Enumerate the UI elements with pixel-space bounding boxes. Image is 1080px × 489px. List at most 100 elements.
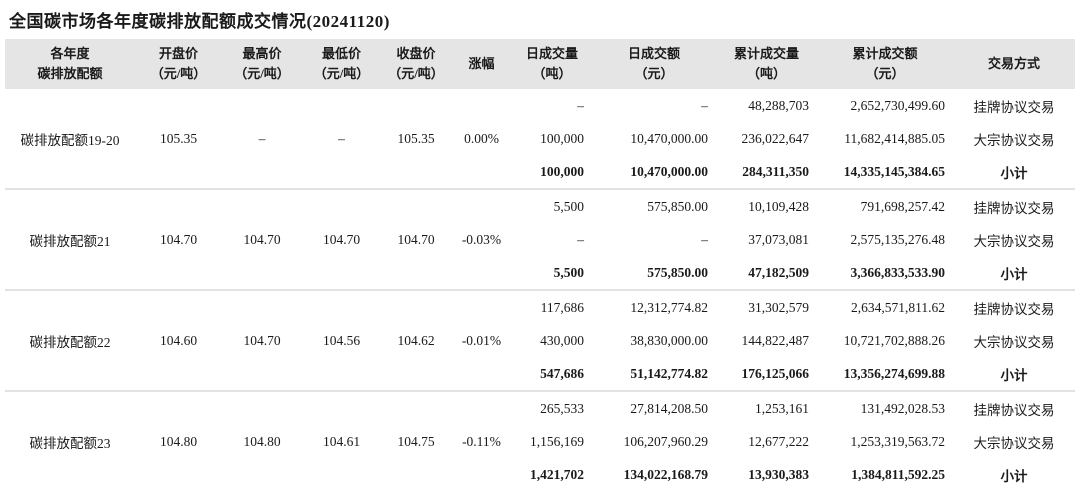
table-row: 碳排放配额23 104.80 104.80 104.61 104.75 -0.11% 265… bbox=[5, 391, 1075, 489]
open-price: 104.80 bbox=[135, 391, 222, 489]
daily-amount-cell: 27,814,208.50 bbox=[630, 400, 708, 416]
daily-volume-cell: 265,533 bbox=[540, 400, 584, 416]
daily-volume-cell: 5,500 bbox=[512, 256, 592, 291]
daily-amount-cell: 51,142,774.82 bbox=[592, 357, 716, 392]
cumulative-amount-cell: 10,721,702,888.26 bbox=[843, 332, 945, 348]
cumulative-amount-cell: 11,682,414,885.05 bbox=[844, 130, 945, 146]
column-header: 日成交额 （元） bbox=[627, 45, 680, 81]
column-header: 交易方式 bbox=[987, 55, 1040, 71]
subtotal-row: 5,500 575,850.00 47,182,509 3,366,833,533.9… bbox=[5, 256, 1075, 291]
column-header: 收盘价 （元/吨） bbox=[388, 45, 444, 81]
cumulative-amount-cell: 14,335,145,384.65 bbox=[817, 155, 953, 190]
column-header: 日成交量 （吨） bbox=[525, 45, 578, 81]
cumulative-volume-cell: 176,125,066 bbox=[716, 357, 817, 392]
daily-amount-cell: 134,022,168.79 bbox=[592, 458, 716, 489]
daily-volume-cell: – bbox=[577, 97, 584, 113]
daily-amount-cell: 10,470,000.00 bbox=[630, 130, 708, 146]
header-row: 各年度 碳排放配额 开盘价 （元/吨） 最高价 （元/吨） 最低价 （元/吨） 收盘价 （元/吨）… bbox=[5, 39, 1075, 89]
close-price: 104.75 bbox=[381, 391, 451, 489]
high-price: 104.70 bbox=[222, 189, 302, 291]
cumulative-volume-cell: 13,930,383 bbox=[716, 458, 817, 489]
open-price: 104.60 bbox=[135, 290, 222, 392]
table-row: 碳排放配额21 104.70 104.70 104.70 104.70 -0.03% 5,5… bbox=[5, 189, 1075, 291]
trade-method-cell: 小计 bbox=[953, 155, 1075, 190]
daily-amount-cell: 575,850.00 bbox=[647, 198, 708, 214]
low-price: 104.61 bbox=[302, 391, 381, 489]
change-percent: -0.11% bbox=[451, 391, 512, 489]
table-row: – – 37,073,081 2,575,135,276.48 大宗协议交易 bbox=[5, 223, 1075, 256]
cumulative-volume-cell: 48,288,703 bbox=[748, 97, 809, 113]
trade-method-cell: 挂牌协议交易 bbox=[973, 402, 1055, 418]
high-price: 104.80 bbox=[222, 391, 302, 489]
trade-method-cell: 挂牌协议交易 bbox=[973, 200, 1055, 216]
table-row: 碳排放配额22 104.60 104.70 104.56 104.62 -0.01% 117… bbox=[5, 290, 1075, 392]
high-price: – bbox=[222, 89, 302, 190]
table-body: 碳排放配额19-20 105.35– –105.35 0.00% – –48,288,70… bbox=[5, 89, 1075, 489]
daily-amount-cell: 106,207,960.29 bbox=[623, 433, 708, 449]
low-price: 104.56 bbox=[302, 290, 381, 392]
cumulative-amount-cell: 2,652,730,499.60 bbox=[850, 97, 946, 113]
daily-amount-cell: 38,830,000.00 bbox=[630, 332, 708, 348]
cumulative-volume-cell: 37,073,081 bbox=[748, 231, 809, 247]
cumulative-amount-cell: 1,384,811,592.25 bbox=[817, 458, 953, 489]
high-price: 104.70 bbox=[222, 290, 302, 392]
change-percent: -0.01% bbox=[451, 290, 512, 392]
trade-method-cell: 大宗协议交易 bbox=[973, 435, 1055, 451]
cumulative-amount-cell: 2,575,135,276.48 bbox=[850, 231, 946, 247]
allowance-name: 碳排放配额23 bbox=[5, 391, 135, 489]
allowance-name: 碳排放配额22 bbox=[5, 290, 135, 392]
close-price: 105.35 bbox=[381, 89, 451, 190]
daily-amount-cell: 575,850.00 bbox=[592, 256, 716, 291]
subtotal-row: 1,421,702 134,022,168.79 13,930,383 1,384,8… bbox=[5, 458, 1075, 489]
cumulative-volume-cell: 144,822,487 bbox=[741, 332, 810, 348]
subtotal-row: 100,000 10,470,000.00 284,311,350 14,335,14… bbox=[5, 155, 1075, 190]
cumulative-volume-cell: 47,182,509 bbox=[716, 256, 817, 291]
cumulative-amount-cell: 131,492,028.53 bbox=[860, 400, 945, 416]
table-row: 430,000 38,830,000.00 144,822,487 10,721,70… bbox=[5, 324, 1075, 357]
table-row: 1,156,169 106,207,960.29 12,677,222 1,253,3… bbox=[5, 425, 1075, 458]
trade-method-cell: 大宗协议交易 bbox=[973, 233, 1055, 249]
daily-volume-cell: – bbox=[577, 231, 584, 247]
daily-volume-cell: 5,500 bbox=[553, 198, 584, 214]
subtotal-row: 547,686 51,142,774.82 176,125,066 13,356,27… bbox=[5, 357, 1075, 392]
change-percent: -0.03% bbox=[451, 189, 512, 291]
daily-volume-cell: 1,156,169 bbox=[530, 433, 584, 449]
daily-volume-cell: 100,000 bbox=[512, 155, 592, 190]
cumulative-volume-cell: 1,253,161 bbox=[755, 400, 809, 416]
cumulative-amount-cell: 2,634,571,811.62 bbox=[851, 299, 945, 315]
column-header: 开盘价 （元/吨） bbox=[150, 45, 207, 81]
trade-method-cell: 挂牌协议交易 bbox=[973, 301, 1055, 317]
carbon-trading-table: 各年度 碳排放配额 开盘价 （元/吨） 最高价 （元/吨） 最低价 （元/吨） 收盘价 （元/吨）… bbox=[5, 39, 1075, 489]
cumulative-volume-cell: 284,311,350 bbox=[716, 155, 817, 190]
cumulative-volume-cell: 31,302,579 bbox=[748, 299, 809, 315]
daily-amount-cell: 12,312,774.82 bbox=[630, 299, 708, 315]
open-price: 104.70 bbox=[135, 189, 222, 291]
table-row: 碳排放配额19-20 105.35– –105.35 0.00% – –48,288,70… bbox=[5, 89, 1075, 190]
daily-volume-cell: 100,000 bbox=[540, 130, 584, 146]
cumulative-volume-cell: 236,022,647 bbox=[741, 130, 810, 146]
column-header: 最低价 （元/吨） bbox=[313, 45, 370, 81]
daily-amount-cell: – bbox=[701, 97, 708, 113]
trade-method-cell: 小计 bbox=[953, 458, 1075, 489]
cumulative-amount-cell: 791,698,257.42 bbox=[860, 198, 945, 214]
change-percent: 0.00% bbox=[451, 89, 512, 190]
allowance-name: 碳排放配额19-20 bbox=[5, 89, 135, 190]
page-title: 全国碳市场各年度碳排放配额成交情况(20241120) bbox=[9, 12, 390, 31]
column-header: 累计成交额 （元） bbox=[852, 45, 918, 81]
allowance-name: 碳排放配额21 bbox=[5, 189, 135, 291]
close-price: 104.70 bbox=[381, 189, 451, 291]
cumulative-amount-cell: 13,356,274,699.88 bbox=[817, 357, 953, 392]
cumulative-amount-cell: 1,253,319,563.72 bbox=[850, 433, 946, 449]
trade-method-cell: 挂牌协议交易 bbox=[973, 99, 1055, 115]
trade-method-cell: 大宗协议交易 bbox=[973, 132, 1055, 148]
column-header: 最高价 （元/吨） bbox=[234, 45, 290, 81]
trade-method-cell: 小计 bbox=[953, 357, 1075, 392]
daily-volume-cell: 547,686 bbox=[512, 357, 592, 392]
table-row: 100,000 10,470,000.00 236,022,647 11,682,41… bbox=[5, 122, 1075, 155]
column-header: 各年度 碳排放配额 bbox=[37, 45, 103, 81]
cumulative-amount-cell: 3,366,833,533.90 bbox=[817, 256, 953, 291]
daily-amount-cell: 10,470,000.00 bbox=[592, 155, 716, 190]
daily-volume-cell: 1,421,702 bbox=[512, 458, 592, 489]
column-header: 累计成交量 （吨） bbox=[733, 45, 799, 81]
